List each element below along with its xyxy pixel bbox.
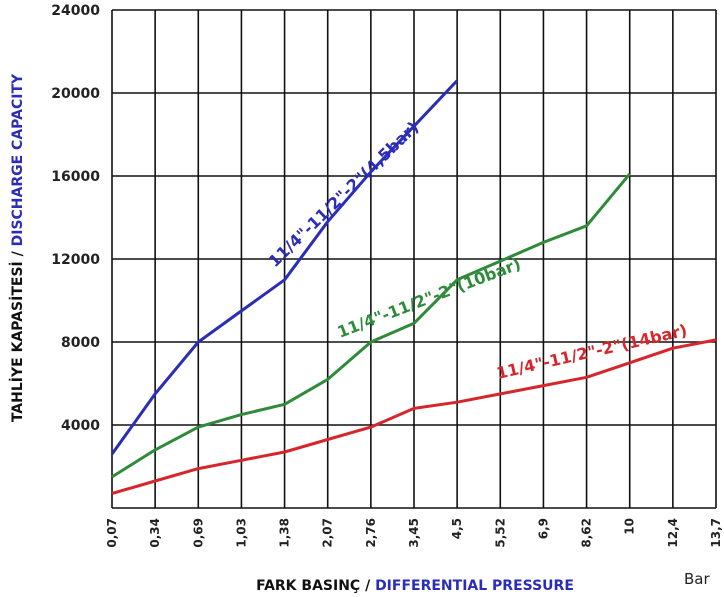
x-tick-label: 0,69 [191,518,205,548]
y-tick-label: 20000 [51,86,100,102]
x-tick-label: 1,38 [278,518,292,548]
y-axis-title-turkish: TAHLİYE KAPASİTESİ / [9,246,26,422]
x-tick-label: 10 [623,518,637,535]
series-label-2: 11/4"-11/2"-2"(10bar) [335,254,524,342]
x-tick-label: 1,03 [234,518,248,548]
y-tick-labels: 4000 8000 12000 16000 20000 24000 [51,3,100,434]
series-line-3 [111,338,717,495]
x-tick-label: 5,52 [493,518,507,548]
x-tick-label: 3,45 [407,518,421,548]
x-tick-label: 12,4 [666,518,680,548]
series-line-2 [111,172,631,479]
y-tick-label: 12000 [51,252,100,268]
y-axis-title-english: DISCHARGE CAPACITY [10,73,26,246]
x-axis-title-turkish: FARK BASINÇ / [256,578,375,594]
x-tick-label: 2,07 [321,518,335,548]
y-tick-label: 16000 [51,169,100,185]
y-tick-label: 4000 [61,418,100,434]
y-tick-label: 24000 [51,3,100,19]
x-tick-labels: 0,07 0,34 0,69 1,03 1,38 2,07 2,76 3,45 4,5 5,52 6… [105,518,723,548]
y-tick-label: 8000 [61,335,100,351]
x-axis-title: FARK BASINÇ / DIFFERENTIAL PRESSURE [256,578,574,594]
series-lines [110,79,717,495]
series-label-1: 11/4"-11/2"-2"(4,5bar) [265,118,423,271]
x-tick-label: 0,34 [148,518,162,548]
x-tick-label: 8,62 [580,518,594,548]
x-axis-title-english: DIFFERENTIAL PRESSURE [375,578,574,594]
x-tick-label: 2,76 [364,518,378,548]
x-tick-label: 4,5 [450,518,464,539]
y-axis-title: TAHLİYE KAPASİTESİ / DISCHARGE CAPACITY [9,73,26,422]
x-tick-label: 0,07 [105,518,119,548]
series-line-1 [110,79,459,455]
x-unit-label: Bar [684,570,710,588]
grid [111,9,717,509]
x-tick-label: 6,9 [536,518,550,539]
x-tick-label: 13,7 [709,518,723,548]
